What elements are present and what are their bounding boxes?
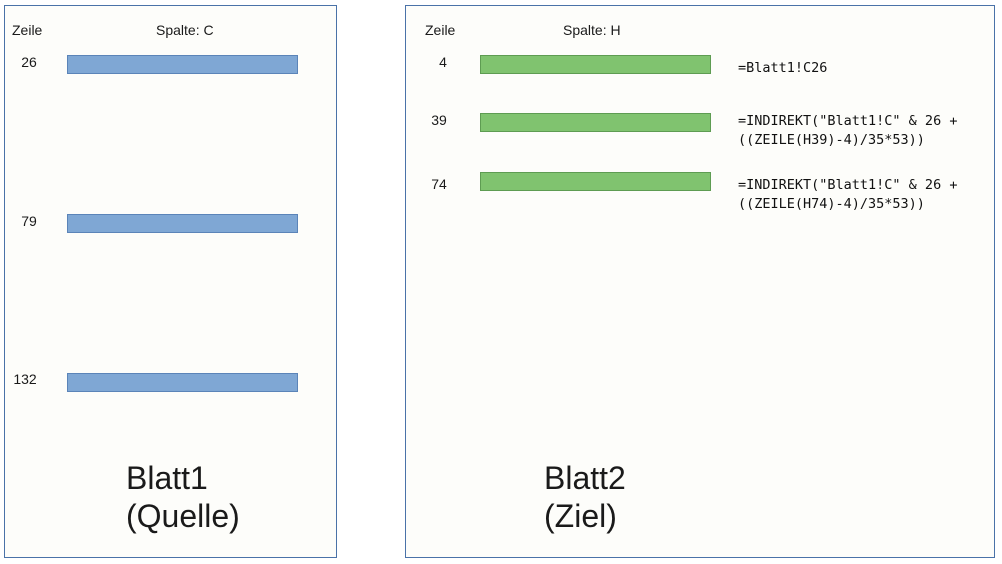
sheet2-column-header: Spalte: H (563, 22, 621, 38)
sheet1-cell-bar (67, 214, 298, 233)
sheet2-row-number: 74 (431, 176, 447, 192)
sheet-blatt1 (4, 5, 337, 558)
sheet1-row-header: Zeile (12, 22, 43, 38)
sheet2-title: Blatt2 (544, 460, 626, 496)
sheet2-row-number: 39 (431, 112, 447, 128)
sheet2-formula: =INDIREKT("Blatt1!C" & 26 + ((ZEILE(H74)… (738, 177, 958, 212)
sheet2-formula: =INDIREKT("Blatt1!C" & 26 + ((ZEILE(H39)… (738, 113, 958, 148)
sheet1-cell-bar (67, 373, 298, 392)
sheet1-row-number: 26 (21, 54, 37, 70)
sheet1-title: Blatt1 (126, 460, 208, 496)
sheet1-row-number: 132 (13, 371, 37, 387)
sheet2-formula: =Blatt1!C26 (738, 60, 828, 76)
sheet1-cell-bar (67, 55, 298, 74)
sheet2-cell-bar (480, 55, 711, 74)
sheet2-cell-bar (480, 172, 711, 191)
sheet2-subtitle: (Ziel) (544, 498, 617, 534)
sheet2-row-number: 4 (439, 54, 447, 70)
sheet2-row-header: Zeile (425, 22, 456, 38)
sheet1-row-number: 79 (21, 213, 37, 229)
sheet2-cell-bar (480, 113, 711, 132)
sheet1-subtitle: (Quelle) (126, 498, 240, 534)
sheet-blatt2 (405, 5, 995, 558)
sheet1-column-header: Spalte: C (156, 22, 214, 38)
